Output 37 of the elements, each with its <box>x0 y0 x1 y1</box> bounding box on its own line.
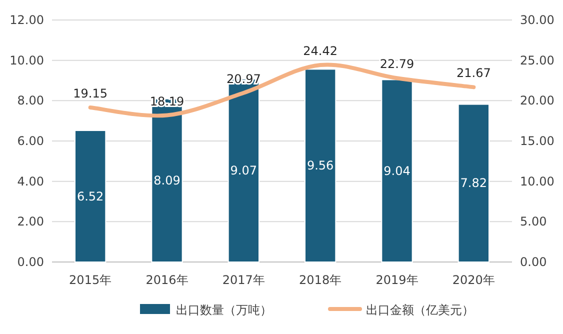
bar <box>74 130 106 262</box>
y-tick-label: 6.00 <box>17 134 44 148</box>
x-tick-label: 2015年 <box>69 273 112 287</box>
y2-tick-label: 20.00 <box>520 94 554 108</box>
bar <box>304 68 336 262</box>
data-label: 22.79 <box>380 57 414 72</box>
y2-tick-label: 5.00 <box>520 214 547 229</box>
legend-label: 出口金额（亿美元） <box>366 303 474 317</box>
data-label: 24.42 <box>303 44 338 58</box>
x-tick-label: 2019年 <box>376 273 418 287</box>
data-label: 8.09 <box>154 173 180 188</box>
y-tick-label: 0.00 <box>17 255 44 269</box>
y2-tick-label: 0.00 <box>520 255 547 269</box>
y-tick-label: 8.00 <box>17 94 44 108</box>
data-label: 19.15 <box>73 86 108 101</box>
data-label: 7.82 <box>460 176 488 190</box>
y2-tick-label: 30.00 <box>520 13 554 27</box>
x-tick-label: 2016年 <box>146 273 188 287</box>
y2-tick-label: 25.00 <box>520 53 554 68</box>
y2-tick-label: 15.00 <box>520 134 554 148</box>
bar <box>151 98 183 262</box>
data-label: 6.52 <box>76 189 104 204</box>
x-tick-label: 2020年 <box>452 273 495 287</box>
y-tick-label: 2.00 <box>17 214 44 229</box>
legend-label: 出口数量（万吨） <box>176 303 272 317</box>
y-tick-label: 12.00 <box>10 13 44 27</box>
data-label: 21.67 <box>456 66 491 80</box>
data-label: 9.04 <box>384 164 410 178</box>
data-label: 9.56 <box>306 158 334 173</box>
bar <box>458 104 490 262</box>
y2-tick-label: 10.00 <box>520 174 554 188</box>
bar <box>381 79 413 262</box>
data-label: 9.07 <box>230 164 258 178</box>
x-tick-label: 2017年 <box>222 273 265 287</box>
y-tick-label: 10.00 <box>10 53 44 68</box>
y-tick-label: 4.00 <box>17 174 44 188</box>
x-tick-label: 2018年 <box>299 273 342 287</box>
